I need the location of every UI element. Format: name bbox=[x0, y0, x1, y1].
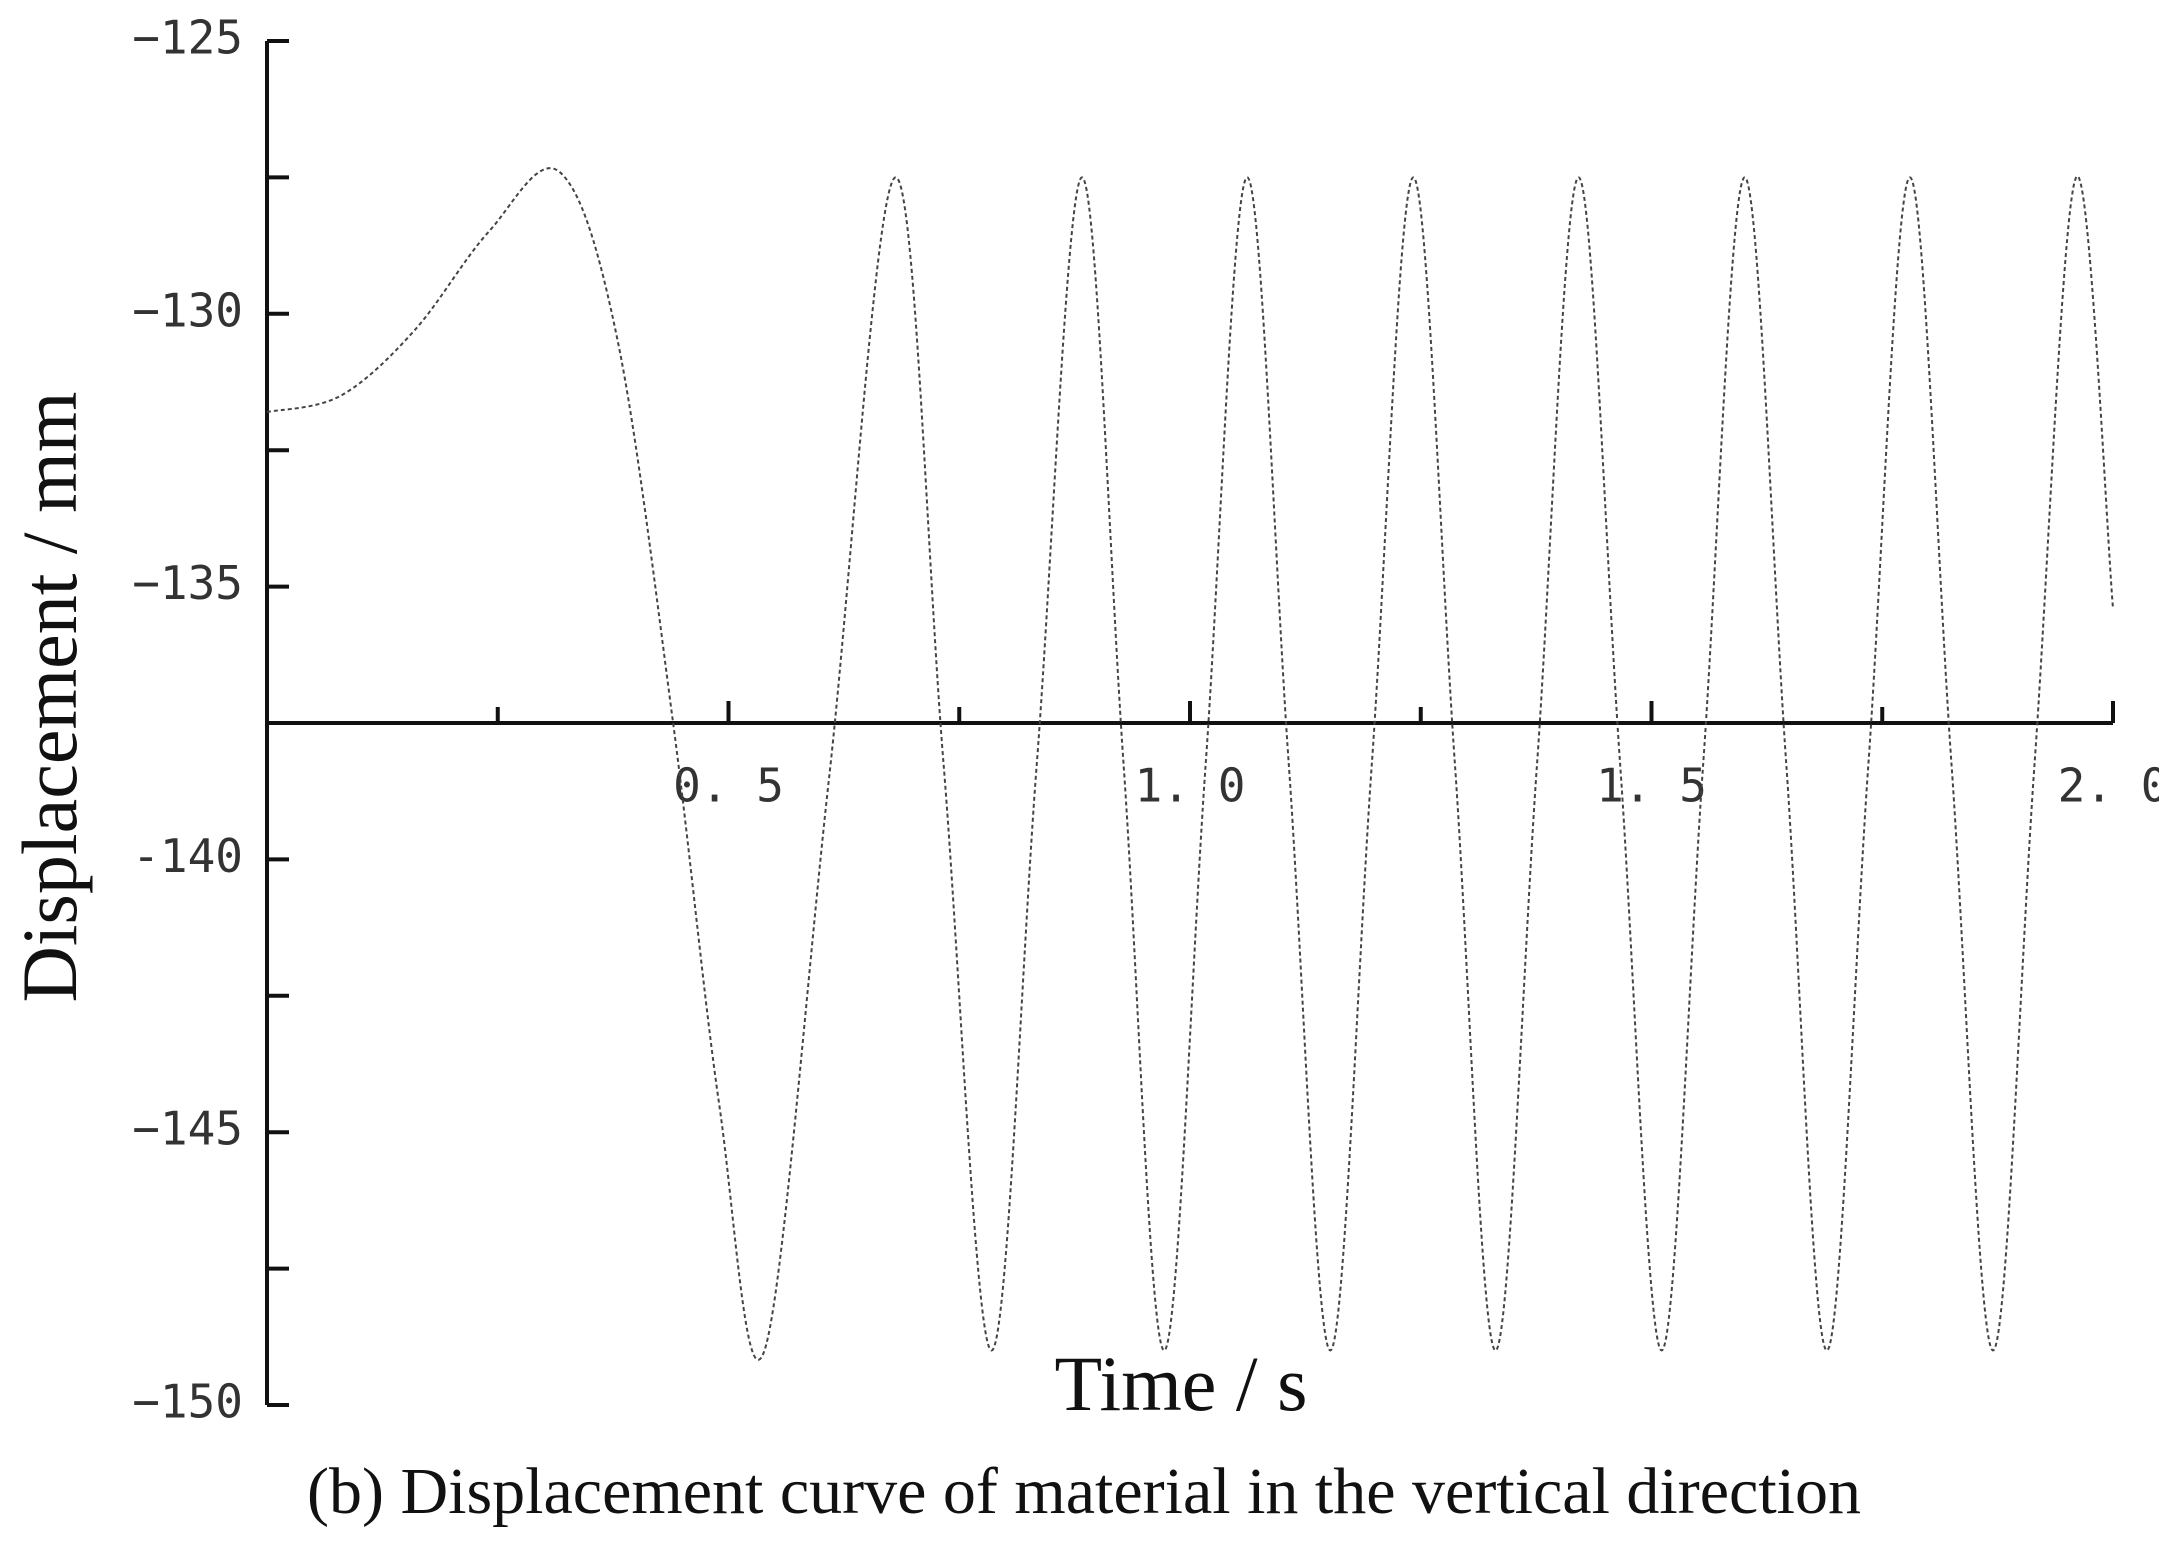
x-tick-label: 0. 5 bbox=[673, 759, 784, 813]
x-tick-label: 2. 0 bbox=[2058, 759, 2159, 813]
y-tick-label: −150 bbox=[132, 1375, 243, 1429]
y-tick-label: −130 bbox=[132, 283, 243, 337]
y-tick-label: −135 bbox=[132, 556, 243, 610]
y-tick-label: −145 bbox=[132, 1102, 243, 1156]
data-line bbox=[266, 167, 2114, 1361]
y-axis-label: Displacement / mm bbox=[6, 392, 93, 1003]
x-axis-label: Time / s bbox=[1055, 1340, 1308, 1427]
caption: (b) Displacement curve of material in th… bbox=[307, 1455, 1861, 1528]
y-tick-label: -140 bbox=[132, 829, 243, 883]
x-tick-label: 1. 0 bbox=[1135, 759, 1246, 813]
y-tick-label: −125 bbox=[132, 11, 243, 65]
x-tick-label: 1. 5 bbox=[1596, 759, 1707, 813]
